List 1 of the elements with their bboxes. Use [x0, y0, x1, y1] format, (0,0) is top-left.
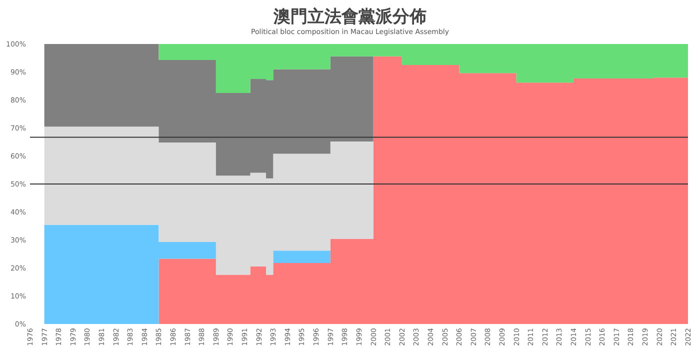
chart-title: 澳門立法會黨派分佈 [272, 7, 426, 27]
